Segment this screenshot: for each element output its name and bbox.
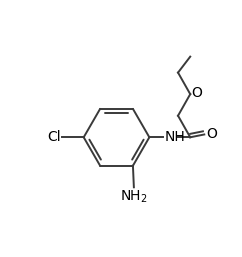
Text: NH$_2$: NH$_2$ <box>120 189 148 205</box>
Text: NH: NH <box>164 130 185 144</box>
Text: Cl: Cl <box>48 130 61 144</box>
Text: O: O <box>192 86 203 100</box>
Text: O: O <box>207 126 217 141</box>
